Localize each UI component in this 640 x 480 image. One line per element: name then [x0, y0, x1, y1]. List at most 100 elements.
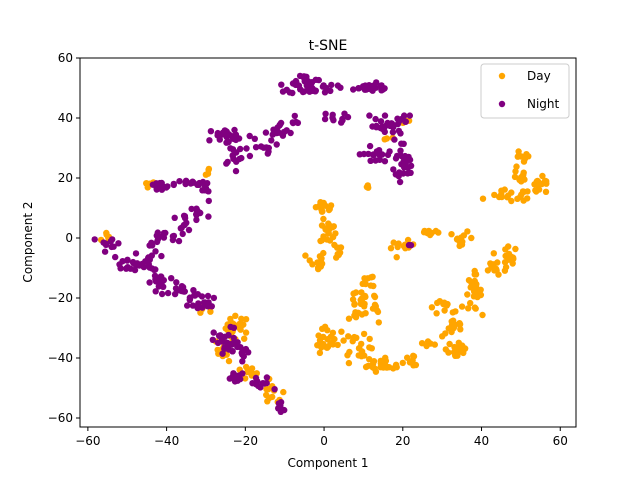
- scatter-point-day: [504, 193, 511, 201]
- scatter-point-night: [402, 118, 409, 125]
- scatter-point-night: [376, 156, 383, 163]
- scatter-point-day: [352, 314, 360, 321]
- scatter-point-night: [178, 224, 185, 231]
- scatter-point-night: [253, 381, 260, 388]
- scatter-point-night: [328, 81, 335, 89]
- scatter-point-night: [131, 266, 139, 274]
- scatter-point-day: [320, 215, 327, 223]
- scatter-point-day: [381, 136, 388, 143]
- scatter-point-night: [381, 158, 389, 165]
- scatter-point-day: [392, 361, 400, 368]
- scatter-point-day: [302, 252, 309, 259]
- scatter-point-night: [112, 253, 119, 261]
- scatter-point-night: [372, 115, 379, 123]
- scatter-point-night: [300, 73, 307, 80]
- scatter-point-night: [376, 152, 383, 159]
- scatter-point-night: [240, 347, 247, 354]
- scatter-point-night: [184, 302, 191, 309]
- scatter-point-night: [110, 243, 117, 250]
- legend: Day Night: [480, 63, 570, 119]
- scatter-point-day: [355, 352, 362, 359]
- scatter-point-night: [205, 197, 212, 205]
- scatter-point-day: [242, 375, 249, 382]
- scatter-point-day: [351, 301, 358, 308]
- scatter-point-night: [341, 110, 348, 117]
- scatter-point-day: [442, 330, 449, 337]
- scatter-point-day: [541, 177, 549, 184]
- scatter-point-day: [312, 204, 320, 211]
- scatter-point-day: [446, 340, 453, 348]
- scatter-point-day: [227, 315, 234, 323]
- scatter-point-day: [458, 303, 466, 310]
- scatter-point-night: [168, 275, 175, 282]
- scatter-point-day: [468, 234, 475, 242]
- scatter-point-night: [171, 290, 179, 298]
- scatter-point-day: [472, 305, 479, 312]
- scatter-point-day: [479, 311, 486, 319]
- x-tick-label: 60: [553, 434, 568, 448]
- scatter-point-day: [502, 246, 509, 253]
- scatter-point-night: [246, 152, 254, 160]
- scatter-point-day: [361, 352, 368, 359]
- x-tick-label: 20: [395, 434, 410, 448]
- scatter-point-night: [132, 250, 140, 257]
- scatter-point-day: [464, 228, 471, 235]
- scatter-point-night: [365, 82, 373, 89]
- scatter-point-night: [263, 374, 271, 381]
- scatter-point-night: [132, 262, 140, 269]
- scatter-point-night: [312, 76, 319, 84]
- chart-title: t-SNE: [309, 38, 348, 54]
- scatter-point-day: [202, 171, 210, 178]
- scatter-point-day: [404, 236, 412, 244]
- scatter-point-day: [383, 364, 390, 371]
- scatter-point-night: [160, 277, 167, 284]
- scatter-point-day: [280, 388, 287, 396]
- scatter-point-day: [535, 182, 542, 190]
- scatter-point-day: [508, 197, 515, 205]
- scatter-point-day: [512, 245, 519, 253]
- scatter-point-day: [345, 359, 353, 367]
- scatter-point-night: [173, 279, 180, 286]
- scatter-point-night: [209, 336, 216, 343]
- scatter-point-night: [216, 136, 223, 143]
- scatter-point-day: [232, 312, 239, 319]
- scatter-points: [91, 72, 550, 415]
- scatter-point-day: [345, 333, 352, 340]
- scatter-point-night: [151, 272, 159, 279]
- scatter-point-day: [517, 193, 524, 200]
- scatter-point-day: [468, 279, 475, 287]
- scatter-point-night: [109, 236, 116, 243]
- scatter-point-night: [115, 240, 122, 247]
- scatter-point-day: [524, 195, 531, 202]
- scatter-point-day: [460, 349, 467, 357]
- scatter-point-day: [432, 227, 440, 235]
- scatter-point-night: [152, 288, 159, 295]
- series-day: [97, 116, 550, 406]
- scatter-point-day: [433, 310, 440, 317]
- scatter-point-night: [381, 124, 388, 131]
- scatter-point-day: [423, 342, 430, 350]
- scatter-point-night: [299, 88, 307, 96]
- scatter-point-night: [320, 82, 327, 89]
- x-tick-label: −40: [154, 434, 179, 448]
- scatter-point-day: [349, 338, 356, 345]
- scatter-point-night: [390, 166, 397, 173]
- scatter-point-day: [330, 223, 337, 230]
- scatter-point-night: [232, 167, 240, 175]
- scatter-point-day: [474, 293, 481, 301]
- scatter-point-day: [532, 187, 539, 194]
- scatter-point-day: [428, 304, 436, 311]
- scatter-point-day: [515, 148, 522, 155]
- scatter-point-night: [334, 82, 342, 89]
- scatter-point-night: [191, 292, 199, 299]
- scatter-point-day: [518, 153, 525, 160]
- scatter-point-night: [279, 88, 287, 95]
- scatter-point-night: [386, 148, 393, 155]
- scatter-point-day: [334, 250, 341, 258]
- y-tick-label: 0: [65, 231, 73, 245]
- scatter-point-night: [373, 79, 380, 86]
- y-tick-label: 60: [58, 51, 73, 65]
- scatter-point-day: [456, 242, 463, 250]
- legend-marker-day: [498, 72, 506, 80]
